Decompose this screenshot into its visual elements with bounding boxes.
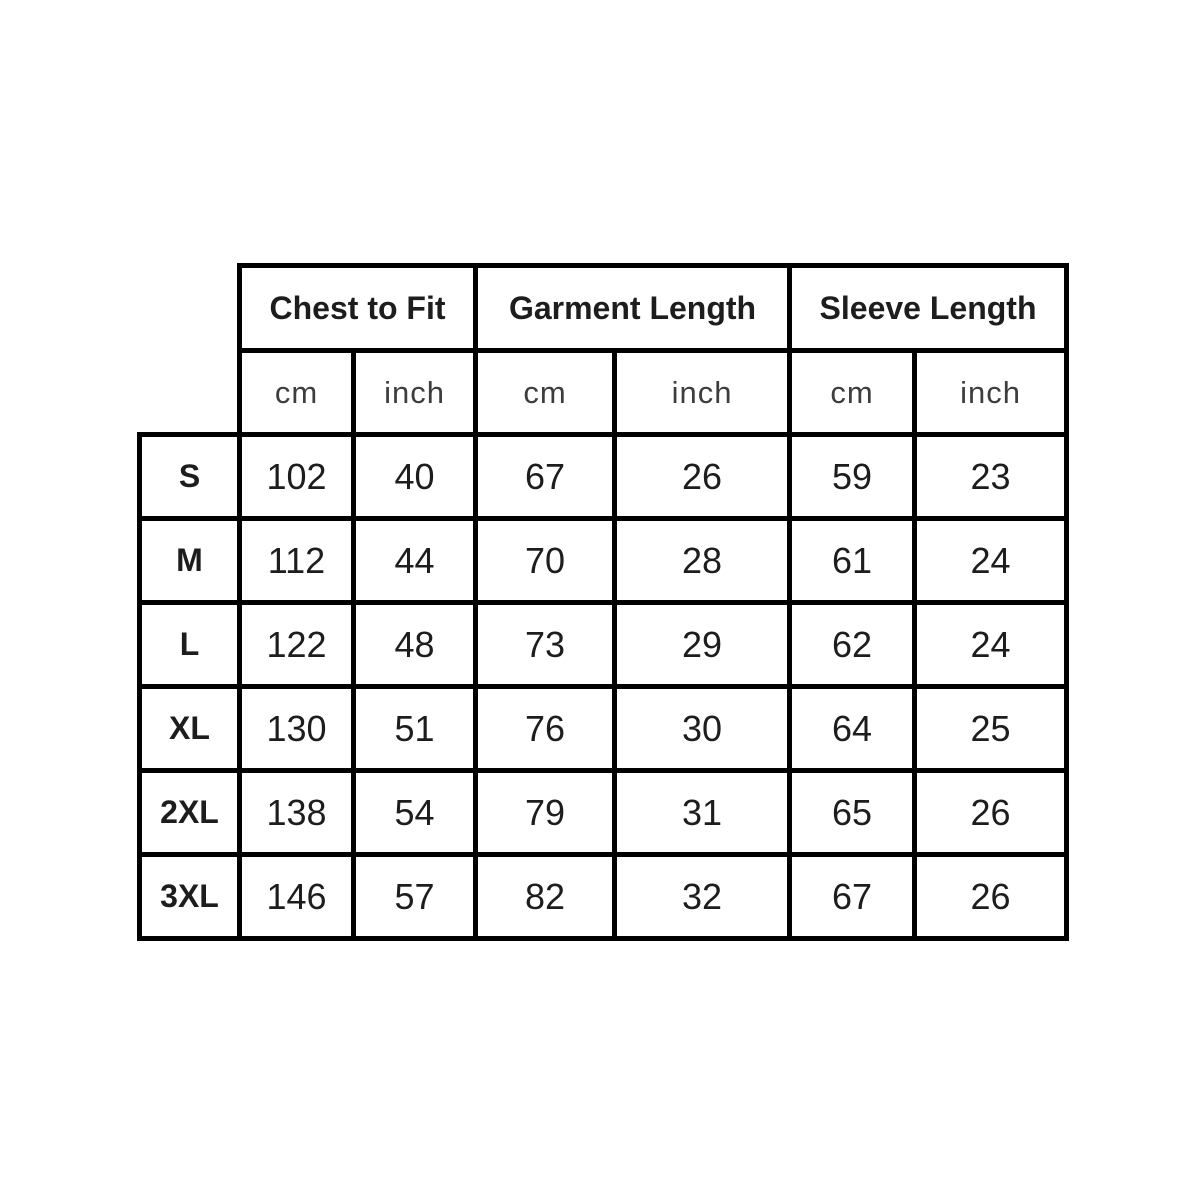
cell-xl-sleeve-cm: 64 bbox=[787, 684, 918, 773]
cell-l-sleeve-inch: 24 bbox=[912, 600, 1070, 689]
corner-blank-cell bbox=[139, 265, 240, 351]
unit-sleeve-cm: cm bbox=[787, 348, 918, 437]
header-sleeve-length: Sleeve Length bbox=[787, 263, 1070, 353]
cell-s-sleeve-cm: 59 bbox=[787, 432, 918, 521]
cell-3xl-sleeve-cm: 67 bbox=[787, 852, 918, 941]
size-label-l: L bbox=[137, 600, 242, 689]
cell-xl-sleeve-inch: 25 bbox=[912, 684, 1070, 773]
unit-header-row: cm inch cm inch cm inch bbox=[139, 348, 1070, 437]
cell-l-garment-cm: 73 bbox=[473, 600, 618, 689]
size-label-xl: XL bbox=[137, 684, 242, 773]
unit-garment-inch: inch bbox=[612, 348, 793, 437]
cell-m-chest-cm: 112 bbox=[237, 516, 356, 605]
cell-xl-chest-cm: 130 bbox=[237, 684, 356, 773]
cell-s-garment-cm: 67 bbox=[473, 432, 618, 521]
cell-m-sleeve-inch: 24 bbox=[912, 516, 1070, 605]
unit-chest-inch: inch bbox=[350, 348, 479, 437]
cell-2xl-sleeve-cm: 65 bbox=[787, 768, 918, 857]
header-chest-to-fit: Chest to Fit bbox=[236, 263, 479, 353]
cell-2xl-garment-inch: 31 bbox=[612, 768, 793, 857]
cell-l-garment-inch: 29 bbox=[612, 600, 793, 689]
table-row-3xl: 3XL 146 57 82 32 67 26 bbox=[137, 852, 1070, 941]
cell-xl-garment-inch: 30 bbox=[612, 684, 793, 773]
size-label-m: M bbox=[137, 516, 242, 605]
size-label-s: S bbox=[137, 432, 242, 521]
table-row-2xl: 2XL 138 54 79 31 65 26 bbox=[137, 768, 1070, 857]
cell-2xl-sleeve-inch: 26 bbox=[912, 768, 1070, 857]
cell-s-sleeve-inch: 23 bbox=[912, 432, 1070, 521]
cell-l-chest-inch: 48 bbox=[350, 600, 479, 689]
cell-s-garment-inch: 26 bbox=[612, 432, 793, 521]
cell-l-chest-cm: 122 bbox=[237, 600, 356, 689]
cell-l-sleeve-cm: 62 bbox=[787, 600, 918, 689]
cell-m-garment-cm: 70 bbox=[473, 516, 618, 605]
header-garment-length: Garment Length bbox=[473, 263, 793, 353]
size-chart-table: Chest to Fit Garment Length Sleeve Lengt… bbox=[137, 263, 1070, 941]
cell-s-chest-cm: 102 bbox=[237, 432, 356, 521]
cell-3xl-chest-inch: 57 bbox=[350, 852, 479, 941]
cell-2xl-garment-cm: 79 bbox=[473, 768, 618, 857]
cell-m-chest-inch: 44 bbox=[350, 516, 479, 605]
table-row-xl: XL 130 51 76 30 64 25 bbox=[137, 684, 1070, 773]
unit-chest-cm: cm bbox=[237, 348, 356, 437]
cell-xl-chest-inch: 51 bbox=[350, 684, 479, 773]
size-label-3xl: 3XL bbox=[137, 852, 242, 941]
unit-garment-cm: cm bbox=[473, 348, 618, 437]
header-group-row: Chest to Fit Garment Length Sleeve Lengt… bbox=[139, 263, 1070, 353]
cell-2xl-chest-inch: 54 bbox=[350, 768, 479, 857]
corner-blank-cell-2 bbox=[139, 350, 240, 435]
cell-xl-garment-cm: 76 bbox=[473, 684, 618, 773]
cell-3xl-sleeve-inch: 26 bbox=[912, 852, 1070, 941]
cell-m-garment-inch: 28 bbox=[612, 516, 793, 605]
cell-s-chest-inch: 40 bbox=[350, 432, 479, 521]
size-label-2xl: 2XL bbox=[137, 768, 242, 857]
cell-m-sleeve-cm: 61 bbox=[787, 516, 918, 605]
table-row-m: M 112 44 70 28 61 24 bbox=[137, 516, 1070, 605]
unit-sleeve-inch: inch bbox=[912, 348, 1070, 437]
cell-3xl-chest-cm: 146 bbox=[237, 852, 356, 941]
cell-3xl-garment-inch: 32 bbox=[612, 852, 793, 941]
cell-2xl-chest-cm: 138 bbox=[237, 768, 356, 857]
table-row-s: S 102 40 67 26 59 23 bbox=[137, 432, 1070, 521]
table-row-l: L 122 48 73 29 62 24 bbox=[137, 600, 1070, 689]
cell-3xl-garment-cm: 82 bbox=[473, 852, 618, 941]
